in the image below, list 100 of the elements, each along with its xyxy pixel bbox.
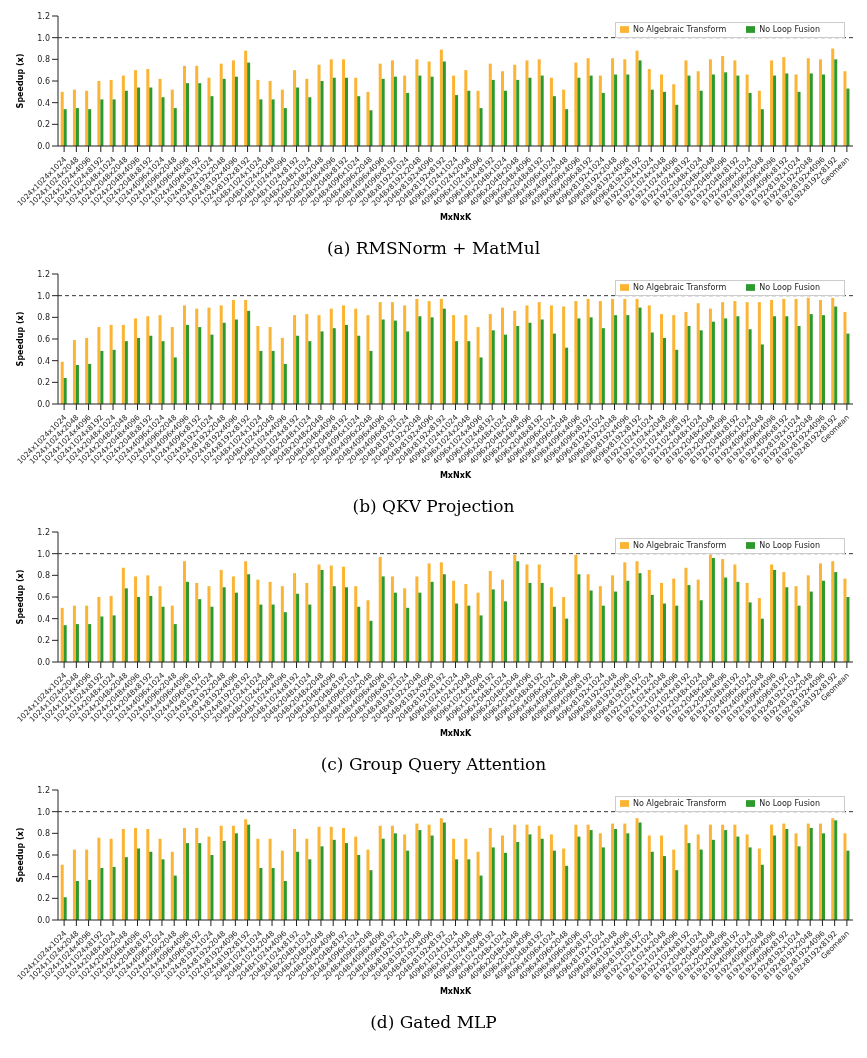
bar — [623, 298, 627, 404]
bar — [577, 836, 581, 920]
bar — [329, 826, 333, 920]
bar — [748, 329, 752, 404]
bar — [846, 88, 850, 146]
bar — [733, 301, 737, 404]
bar — [724, 318, 728, 404]
bar — [540, 319, 544, 404]
bar — [390, 576, 394, 662]
legend-label: No Loop Fusion — [759, 25, 820, 34]
bar — [75, 365, 79, 404]
bar — [552, 606, 556, 662]
bar — [846, 850, 850, 920]
bar — [565, 347, 569, 404]
y-axis-title: Speedup (x) — [15, 311, 25, 367]
y-axis-title: Speedup (x) — [15, 53, 25, 109]
bar — [601, 328, 605, 404]
bar — [317, 64, 321, 146]
bar — [479, 875, 483, 920]
bar — [464, 315, 468, 404]
bar — [369, 350, 373, 404]
bar — [219, 569, 223, 662]
bar — [452, 580, 456, 662]
bar — [516, 842, 520, 920]
bar — [675, 605, 679, 662]
bar — [244, 300, 248, 404]
bar — [332, 77, 336, 146]
bar — [663, 337, 666, 404]
y-tick-label: 0.2 — [37, 120, 50, 130]
bar — [501, 307, 504, 404]
bar — [378, 825, 382, 920]
x-axis-title: MxNxK — [439, 987, 472, 996]
y-tick-label: 0.6 — [37, 850, 50, 860]
bar — [403, 588, 407, 662]
bar — [207, 77, 211, 146]
y-tick-label: 0.2 — [37, 378, 50, 388]
bar — [366, 315, 370, 404]
bar — [626, 580, 630, 662]
bar — [406, 331, 410, 404]
bar — [161, 606, 165, 662]
bar — [663, 603, 666, 662]
bar — [623, 823, 627, 920]
bar — [222, 587, 226, 662]
y-axis-title: Speedup (x) — [15, 569, 25, 625]
bar — [427, 61, 431, 146]
bar — [464, 838, 468, 920]
bar — [488, 314, 492, 404]
bar — [183, 65, 186, 146]
bar — [757, 90, 761, 146]
bar — [366, 600, 370, 662]
bar — [574, 301, 578, 404]
bar — [439, 298, 443, 404]
bar — [329, 59, 333, 146]
bar — [85, 849, 89, 920]
bar — [195, 65, 199, 146]
bar — [552, 850, 556, 920]
bar — [293, 315, 297, 404]
y-axis-title: Speedup (x) — [15, 827, 25, 883]
bar — [626, 833, 630, 920]
bar — [672, 849, 676, 920]
bar — [635, 561, 639, 662]
bar — [170, 605, 174, 662]
bar — [455, 95, 459, 146]
bar — [442, 822, 446, 920]
bar — [663, 856, 666, 920]
bar — [198, 599, 202, 662]
bar — [711, 321, 715, 404]
bar — [638, 60, 642, 146]
bar — [782, 298, 786, 404]
x-axis-title: MxNxK — [439, 213, 472, 222]
bar — [268, 327, 272, 404]
bar — [834, 572, 838, 662]
bar — [711, 74, 715, 146]
y-tick-label: 0.8 — [37, 55, 50, 65]
bar — [186, 83, 189, 146]
bar — [305, 838, 309, 920]
bar — [109, 838, 113, 920]
bar — [357, 855, 361, 920]
text: (c) Group Query Attention — [319, 754, 548, 776]
bar — [332, 839, 336, 920]
bar — [574, 824, 578, 920]
bar — [345, 587, 348, 662]
bar — [647, 305, 651, 404]
y-tick-label: 0.4 — [37, 614, 50, 624]
bar — [660, 835, 663, 920]
bar — [430, 835, 434, 920]
bar — [137, 337, 141, 404]
bar — [268, 581, 272, 662]
bar — [504, 601, 507, 662]
bar — [476, 851, 480, 920]
bar — [124, 341, 128, 404]
y-tick-label: 0.2 — [37, 636, 50, 646]
bar — [342, 566, 345, 662]
bar — [112, 866, 116, 920]
bar — [415, 59, 419, 146]
bar — [381, 576, 385, 662]
bar — [785, 73, 789, 146]
bar — [721, 56, 725, 146]
bar — [280, 89, 284, 146]
bar — [491, 847, 495, 920]
